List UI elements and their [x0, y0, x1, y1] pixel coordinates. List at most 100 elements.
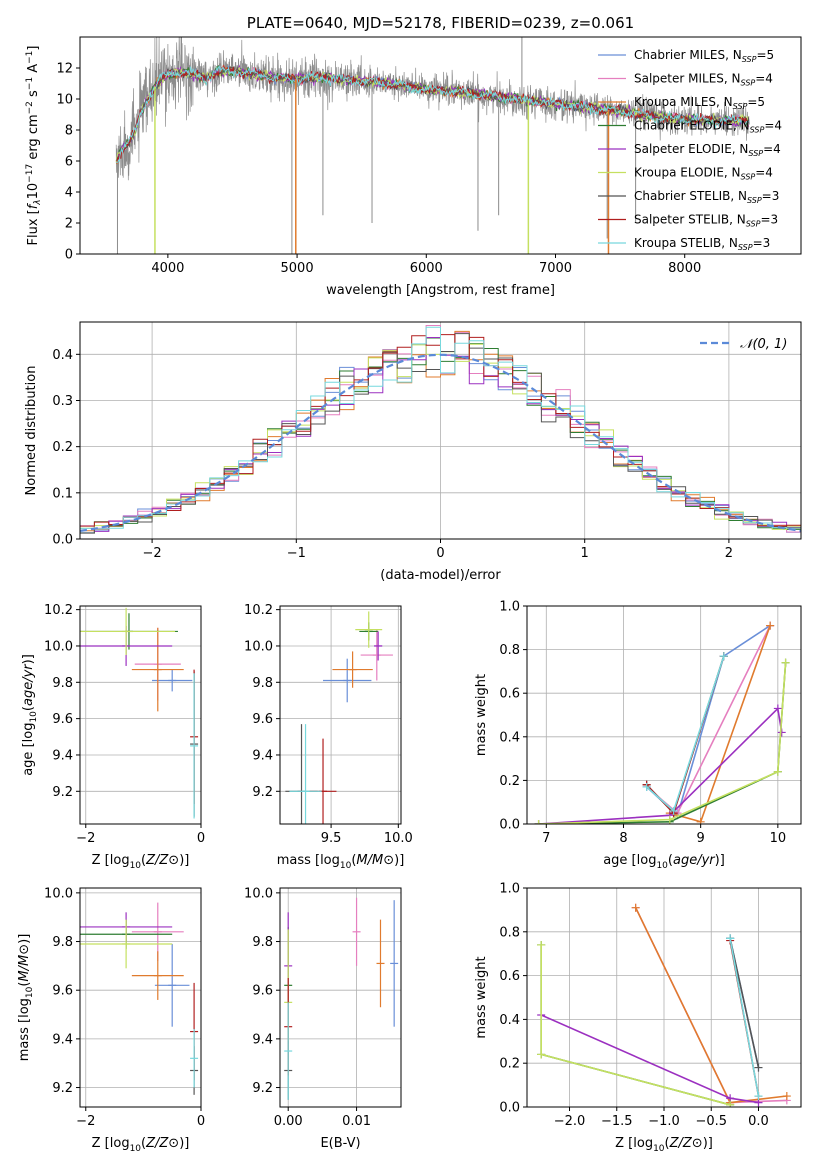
y-tick-label: 0.2 — [499, 1057, 520, 1072]
x-tick-label: −0.5 — [695, 1114, 727, 1129]
weight-marker — [719, 652, 728, 661]
errorbar-point — [374, 631, 383, 661]
chart-title: PLATE=0640, MJD=52178, FIBERID=0239, z=0… — [247, 14, 634, 32]
y-tick-label: 12 — [56, 62, 73, 77]
y-tick-label: 10.2 — [244, 603, 273, 618]
x-tick-label: −1 — [287, 546, 306, 561]
weight-marker — [696, 817, 705, 824]
weight-marker — [726, 1100, 735, 1107]
x-tick-label: −2.0 — [554, 1114, 586, 1129]
y-tick-label: 9.4 — [52, 1032, 73, 1047]
y-tick-label: 0 — [65, 248, 73, 263]
x-tick-label: −2 — [76, 1114, 95, 1129]
weight-marker — [537, 1050, 546, 1059]
errorbar-point — [352, 897, 361, 966]
mass_vs_Z-axes — [80, 888, 202, 1107]
x-tick-label: 1 — [581, 546, 589, 561]
y-tick-label: 0.4 — [499, 1013, 520, 1028]
weight-series — [534, 658, 790, 824]
x-tick-label: 0 — [197, 1114, 205, 1129]
y-tick-label: 9.8 — [252, 935, 273, 950]
x-tick-label: 10.0 — [384, 831, 413, 846]
residual-histogram — [80, 326, 801, 539]
weight-marker — [782, 1092, 791, 1101]
residuals-plot-area — [80, 325, 801, 539]
weight_vs_age-plot-area — [534, 621, 790, 824]
weight-series — [534, 704, 786, 824]
y-tick-label: 9.8 — [52, 935, 73, 950]
normal-curve — [80, 353, 801, 532]
weight-marker — [537, 940, 546, 949]
mass_vs_EBV-grid — [280, 888, 401, 1107]
x-tick-label: 9.5 — [321, 831, 342, 846]
mass_vs_Z-x-axis-label: Z [log10(Z/Z⊙)] — [92, 1136, 190, 1154]
weight_vs_Z-plot-area — [537, 903, 791, 1107]
age_vs_mass-plot-area — [285, 611, 393, 824]
weight-series — [642, 652, 728, 818]
y-tick-label: 9.4 — [52, 748, 73, 763]
spectrum-plot-area — [115, 37, 750, 254]
weight-series — [537, 940, 735, 1107]
legend-label: Chabrier STELIB, NSSP=3 — [634, 189, 779, 205]
errorbar-point — [131, 627, 184, 712]
y-tick-label: 9.4 — [252, 748, 273, 763]
weight-marker — [781, 658, 790, 667]
weight-marker — [642, 782, 651, 791]
y-tick-label: 10.2 — [44, 603, 73, 618]
y-tick-label: 0.0 — [499, 818, 520, 833]
y-tick-label: 9.4 — [252, 1032, 273, 1047]
errorbar-point — [80, 607, 176, 656]
weight-marker — [726, 934, 735, 943]
y-tick-label: 9.8 — [52, 676, 73, 691]
x-tick-label: −2 — [76, 831, 95, 846]
weight-marker — [665, 815, 674, 824]
age_vs_mass-x-axis-label: mass [log10(M/M⊙)] — [277, 853, 405, 871]
weight-marker — [754, 1092, 763, 1101]
x-tick-label: 4000 — [151, 261, 184, 276]
age_vs_Z-axes — [80, 606, 202, 824]
legend-label: Salpeter MILES, NSSP=4 — [634, 72, 773, 88]
errorbar-point — [154, 943, 190, 1027]
weight-marker — [773, 767, 782, 776]
mass_vs_EBV-plot-area — [284, 897, 399, 1100]
y-tick-label: 0.8 — [499, 925, 520, 940]
weight_vs_age-y-axis-label: mass weight — [474, 674, 489, 756]
weight-series — [537, 1011, 763, 1107]
weight_vs_age-x-axis-label: age [log10(age/yr)] — [603, 853, 725, 871]
legend-label: Chabrier ELODIE, NSSP=4 — [634, 119, 782, 135]
age_vs_Z-plot-area — [80, 607, 199, 819]
age_vs_Z-y-axis-label: age [log10(age/yr)] — [21, 654, 39, 776]
errorbar-point — [355, 611, 383, 648]
model-spectrum — [115, 65, 750, 164]
x-tick-label: 7000 — [539, 261, 572, 276]
legend-label: Kroupa MILES, NSSP=5 — [634, 95, 765, 111]
y-tick-label: 0.4 — [52, 348, 73, 363]
y-tick-label: 9.2 — [252, 785, 273, 800]
weight-series — [642, 621, 775, 820]
mass_vs_EBV-frame — [279, 887, 402, 1108]
errorbar-point — [80, 919, 173, 969]
mass_vs_EBV-x-axis-label: E(B-V) — [320, 1136, 360, 1151]
weight_vs_Z-axes — [527, 887, 801, 1108]
errorbar-point — [190, 673, 199, 819]
y-tick-label: 9.2 — [52, 785, 73, 800]
weight_vs_age-frame — [526, 605, 802, 825]
errorbar-point — [332, 651, 373, 688]
mass_vs_Z-y-axis-label: mass [log10(M/M⊙)] — [17, 934, 35, 1062]
y-tick-label: 1.0 — [499, 882, 520, 897]
y-tick-label: 0.6 — [499, 969, 520, 984]
spectrum-axes — [115, 37, 750, 254]
x-tick-label: 0 — [436, 546, 444, 561]
y-tick-label: 2 — [65, 217, 73, 232]
y-tick-label: 6 — [65, 155, 73, 170]
x-tick-label: 6000 — [410, 261, 443, 276]
mass_vs_Z-frame — [79, 887, 202, 1108]
x-tick-label: 5000 — [281, 261, 314, 276]
x-tick-label: 8 — [619, 831, 627, 846]
residuals-axes — [80, 322, 801, 540]
mass_vs_Z-plot-area — [80, 902, 199, 1095]
errorbar-point — [360, 629, 393, 681]
weight-marker — [754, 1063, 763, 1072]
y-tick-label: 9.2 — [252, 1081, 273, 1096]
